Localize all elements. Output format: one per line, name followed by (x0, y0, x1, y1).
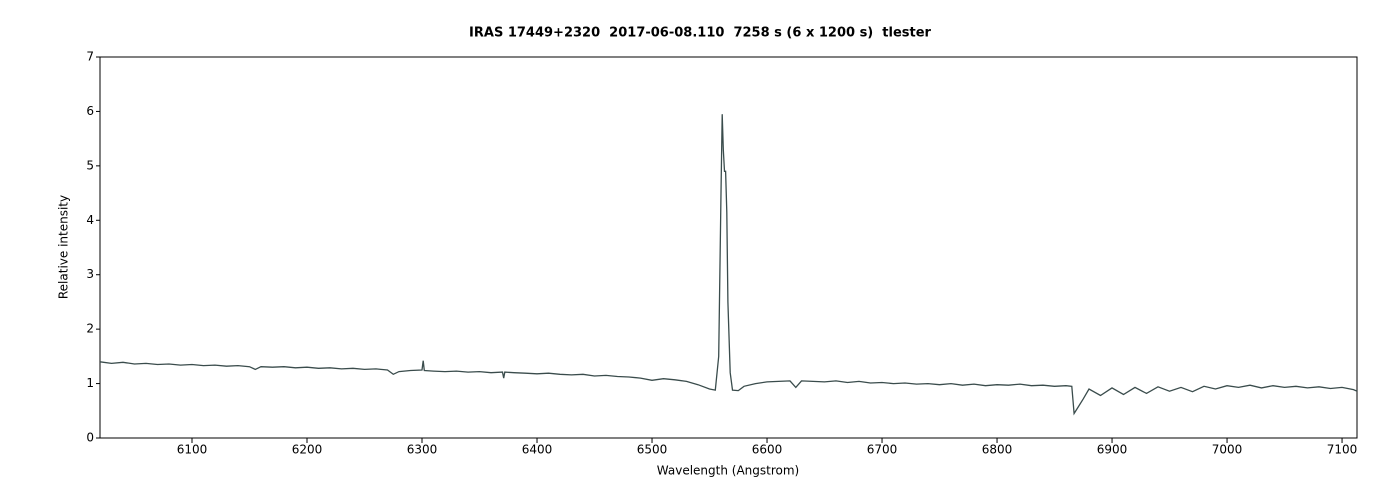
y-tick-label: 5 (86, 158, 94, 172)
x-tick-label: 6700 (867, 443, 898, 457)
x-tick-label: 6600 (752, 443, 783, 457)
y-axis-label: Relative intensity (57, 195, 71, 299)
y-tick-label: 6 (86, 104, 94, 118)
y-tick-label: 4 (86, 213, 94, 227)
x-tick-label: 7000 (1212, 443, 1243, 457)
x-tick-label: 6900 (1097, 443, 1128, 457)
plot-frame (99, 56, 1358, 439)
y-tick-label: 2 (86, 322, 94, 336)
x-tick-label: 6100 (177, 443, 208, 457)
x-tick-label: 6300 (407, 443, 438, 457)
y-tick-label: 0 (86, 431, 94, 445)
x-tick-label: 7100 (1327, 443, 1358, 457)
x-axis-label: Wavelength (Angstrom) (657, 464, 799, 478)
x-tick-label: 6200 (292, 443, 323, 457)
x-tick-label: 6500 (637, 443, 668, 457)
y-tick-label: 1 (86, 376, 94, 390)
x-tick-label: 6400 (522, 443, 553, 457)
x-tick-label: 6800 (982, 443, 1013, 457)
chart-title: IRAS 17449+2320 2017-06-08.110 7258 s (6… (469, 26, 932, 41)
y-tick-label: 3 (86, 267, 94, 281)
spectrum-line (99, 114, 1358, 416)
y-tick-label: 7 (86, 50, 94, 64)
